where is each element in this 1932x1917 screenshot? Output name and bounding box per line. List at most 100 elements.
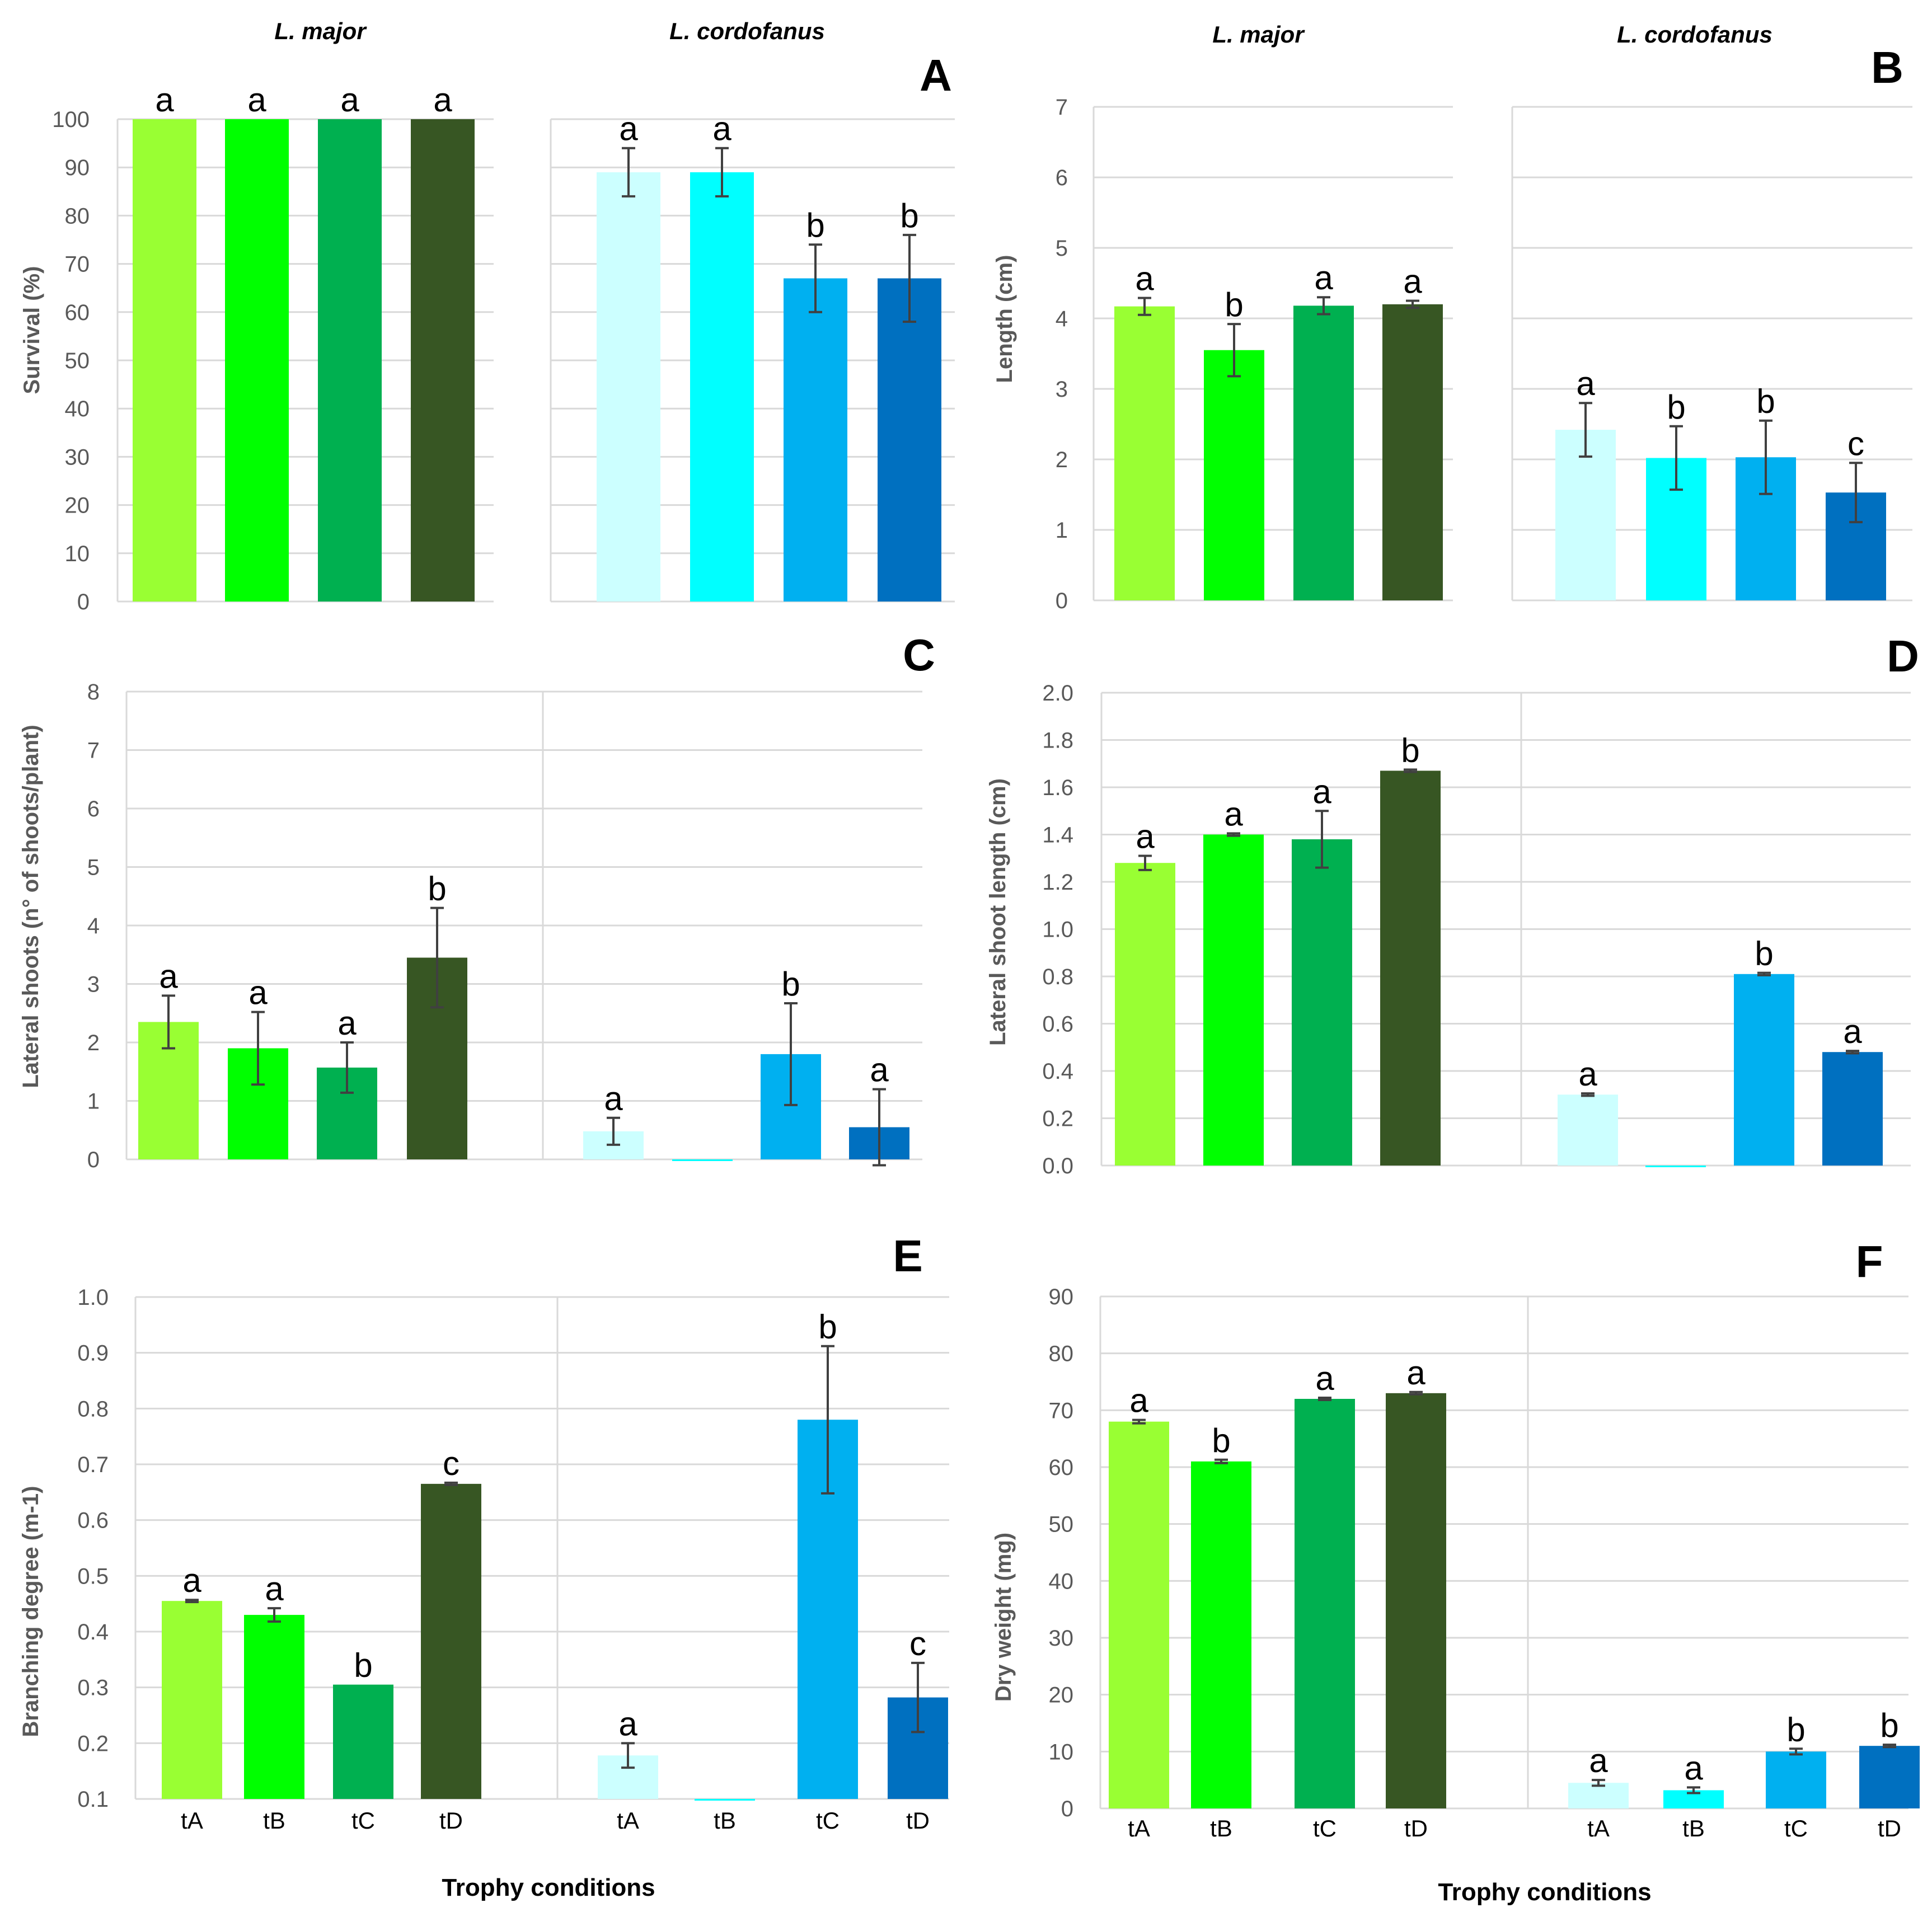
significance-letter: b bbox=[1880, 1707, 1898, 1744]
significance-letter: a bbox=[433, 81, 452, 119]
significance-letter: a bbox=[1403, 263, 1422, 300]
y-tick-label: 1.0 bbox=[77, 1285, 109, 1310]
bar bbox=[690, 172, 754, 602]
significance-letter: a bbox=[1578, 1055, 1597, 1093]
bar bbox=[244, 1615, 304, 1799]
y-tick-label: 0.6 bbox=[1042, 1012, 1073, 1037]
x-tick-label: tC bbox=[351, 1807, 375, 1834]
y-axis-label: Survival (%) bbox=[20, 266, 44, 394]
y-tick-label: 8 bbox=[87, 680, 100, 704]
bar bbox=[1859, 1746, 1920, 1808]
y-tick-label: 80 bbox=[1049, 1342, 1074, 1366]
significance-letter: b bbox=[1756, 383, 1775, 420]
bar bbox=[1204, 350, 1264, 600]
panel-b: B L. major L. cordofanus Length (cm) 0 1 2… bbox=[992, 21, 1912, 613]
x-tick-label: tB bbox=[1210, 1815, 1232, 1841]
x-tick-label: tC bbox=[816, 1807, 840, 1834]
significance-letter: b bbox=[1786, 1711, 1805, 1748]
x-axis-label: Trophy conditions bbox=[1438, 1878, 1651, 1906]
y-tick-label: 1.4 bbox=[1042, 823, 1073, 848]
bar bbox=[333, 1684, 393, 1799]
y-tick-label: 50 bbox=[65, 349, 90, 373]
y-tick-label: 0.0 bbox=[1042, 1154, 1073, 1178]
significance-letter: a bbox=[618, 1705, 637, 1742]
y-tick-label: 5 bbox=[1056, 236, 1068, 261]
y-tick-label: 1.8 bbox=[1042, 729, 1073, 753]
significance-letter: a bbox=[1589, 1742, 1608, 1779]
panel-a: A L. major L. cordofanus Survival (%) 0 1… bbox=[20, 18, 955, 614]
significance-letter: a bbox=[1312, 773, 1331, 810]
y-tick-label: 80 bbox=[65, 204, 90, 228]
y-tick-label: 70 bbox=[1049, 1398, 1074, 1423]
y-tick-label: 3 bbox=[1056, 377, 1068, 402]
x-tick-label: tC bbox=[1313, 1815, 1337, 1841]
bar bbox=[1109, 1421, 1169, 1808]
y-tick-label: 70 bbox=[65, 252, 90, 277]
y-tick-label: 6 bbox=[1056, 166, 1068, 190]
significance-letter: a bbox=[1576, 365, 1595, 402]
y-tick-label: 0.8 bbox=[77, 1397, 109, 1421]
significance-letter: a bbox=[155, 81, 174, 119]
y-tick-label: 1 bbox=[1056, 518, 1068, 543]
significance-letter: a bbox=[1406, 1354, 1425, 1392]
significance-letter: a bbox=[337, 1004, 357, 1042]
x-tick-label: tB bbox=[714, 1807, 736, 1834]
x-tick-label: tD bbox=[906, 1807, 930, 1834]
significance-letter: a bbox=[159, 957, 178, 995]
y-tick-label: 40 bbox=[1049, 1569, 1074, 1594]
bar bbox=[1114, 306, 1175, 600]
significance-letter: a bbox=[340, 81, 359, 119]
y-tick-label: 0.4 bbox=[1042, 1059, 1073, 1084]
significance-letter: c bbox=[909, 1625, 926, 1662]
panel-letter-b: B bbox=[1871, 43, 1903, 92]
y-tick-label: 30 bbox=[65, 445, 90, 469]
species-label-cordofanus: L. cordofanus bbox=[669, 18, 825, 44]
bar bbox=[411, 119, 475, 602]
x-tick-label: tD bbox=[439, 1807, 463, 1834]
significance-letter: a bbox=[712, 110, 731, 148]
bar bbox=[784, 278, 847, 602]
significance-letter: c bbox=[1847, 425, 1864, 462]
y-tick-label: 7 bbox=[87, 739, 100, 763]
bar bbox=[133, 119, 196, 602]
panel-letter-e: E bbox=[893, 1231, 922, 1281]
x-axis-label: Trophy conditions bbox=[442, 1874, 655, 1901]
y-tick-label: 1.6 bbox=[1042, 776, 1073, 800]
significance-letter: a bbox=[619, 110, 638, 148]
significance-letter: a bbox=[1314, 259, 1333, 297]
y-axis-label: Dry weight (mg) bbox=[991, 1533, 1016, 1702]
bar bbox=[162, 1601, 222, 1799]
panel-f: F Dry weight (mg) Trophy conditions 0 10 2… bbox=[991, 1237, 1920, 1906]
y-axis-label: Branching degree (m-1) bbox=[18, 1486, 43, 1737]
significance-letter: a bbox=[1129, 1382, 1148, 1420]
bar bbox=[1380, 770, 1441, 1166]
x-tick-label: tA bbox=[181, 1807, 203, 1834]
y-tick-label: 2.0 bbox=[1042, 681, 1073, 706]
y-tick-label: 4 bbox=[87, 914, 100, 938]
bar bbox=[1382, 304, 1443, 600]
y-tick-label: 90 bbox=[65, 156, 90, 180]
bar bbox=[1203, 834, 1264, 1166]
y-axis-label: Length (cm) bbox=[992, 255, 1017, 383]
significance-letter: a bbox=[247, 81, 266, 119]
bar bbox=[878, 278, 941, 602]
species-label-major: L. major bbox=[274, 18, 367, 44]
bar bbox=[1293, 306, 1354, 600]
y-tick-label: 20 bbox=[65, 494, 90, 518]
bar bbox=[1568, 1783, 1629, 1808]
panel-letter-f: F bbox=[1856, 1237, 1883, 1286]
panel-letter-a: A bbox=[920, 50, 952, 100]
y-tick-label: 2 bbox=[1056, 448, 1068, 472]
y-tick-label: 0.3 bbox=[77, 1676, 109, 1700]
y-tick-label: 0 bbox=[1061, 1797, 1073, 1821]
significance-letter: a bbox=[1315, 1360, 1334, 1397]
y-tick-label: 0.7 bbox=[77, 1453, 109, 1477]
y-tick-label: 60 bbox=[1049, 1455, 1074, 1480]
bar bbox=[1558, 1094, 1618, 1166]
significance-letter: b bbox=[1667, 388, 1685, 426]
y-tick-label: 0.5 bbox=[77, 1564, 109, 1589]
bar bbox=[225, 119, 289, 602]
y-tick-label: 1 bbox=[87, 1089, 100, 1114]
panel-letter-d: D bbox=[1887, 631, 1919, 681]
